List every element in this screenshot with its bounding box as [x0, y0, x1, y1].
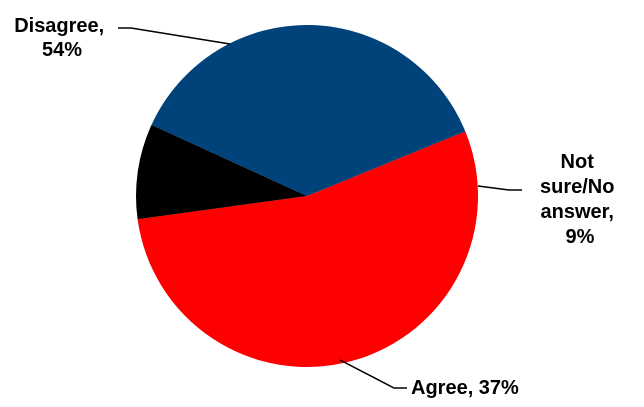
label-disagree-line-2: 54%	[42, 39, 82, 61]
label-not-sure-line-3: answer,	[541, 201, 614, 223]
slice-disagree	[137, 131, 478, 368]
leader-lines	[118, 27, 522, 389]
label-not-sure-line-1: Not	[561, 151, 595, 173]
slice-agree	[151, 25, 466, 196]
label-not-sure: Not sure/No answer, 9%	[540, 151, 620, 248]
label-agree-line-1: Agree, 37%	[411, 377, 519, 399]
leader-not-sure	[477, 185, 522, 191]
pie-slices	[135, 25, 478, 368]
label-agree: Agree, 37%	[411, 377, 519, 399]
label-disagree-line-1: Disagree,	[14, 15, 104, 37]
label-not-sure-line-4: 9%	[566, 226, 595, 248]
label-not-sure-line-2: sure/No	[540, 176, 614, 198]
slice-not-sure	[135, 124, 307, 220]
leader-disagree	[118, 27, 231, 45]
leader-agree	[339, 359, 407, 389]
label-disagree: Disagree, 54%	[14, 15, 110, 61]
